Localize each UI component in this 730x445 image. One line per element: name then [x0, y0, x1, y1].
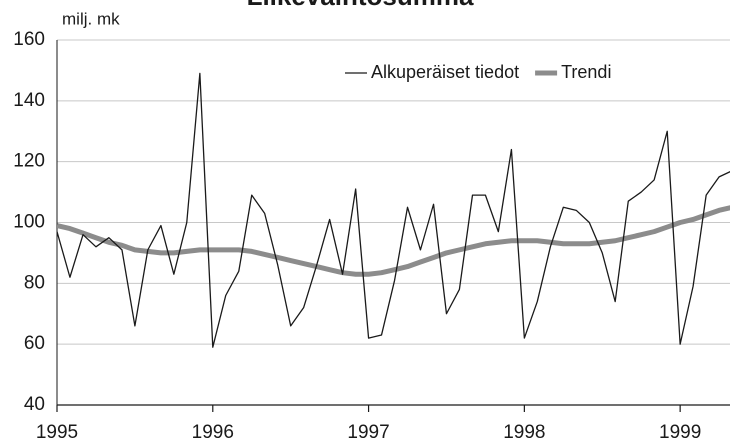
- y-tick-label: 100: [13, 212, 45, 233]
- series-line: [57, 205, 730, 277]
- x-tick-label: 1995: [36, 422, 78, 443]
- y-tick-label: 60: [24, 333, 45, 354]
- y-tick-label: 140: [13, 90, 45, 111]
- x-tick-label: 1996: [192, 422, 234, 443]
- legend-label: Trendi: [561, 62, 611, 82]
- y-tick-label: 80: [24, 272, 45, 293]
- y-tick-label: 160: [13, 29, 45, 50]
- y-axis-label: milj. mk: [62, 9, 120, 28]
- y-tick-label: 120: [13, 151, 45, 172]
- x-tick-label: 1999: [659, 422, 701, 443]
- x-tick-label: 1997: [347, 422, 389, 443]
- x-tick-label: 1998: [503, 422, 545, 443]
- series-line: [57, 72, 730, 348]
- chart-title: Liikevaihtosumma: [247, 0, 474, 11]
- y-tick-label: 40: [24, 394, 45, 415]
- legend-label: Alkuperäiset tiedot: [371, 62, 519, 82]
